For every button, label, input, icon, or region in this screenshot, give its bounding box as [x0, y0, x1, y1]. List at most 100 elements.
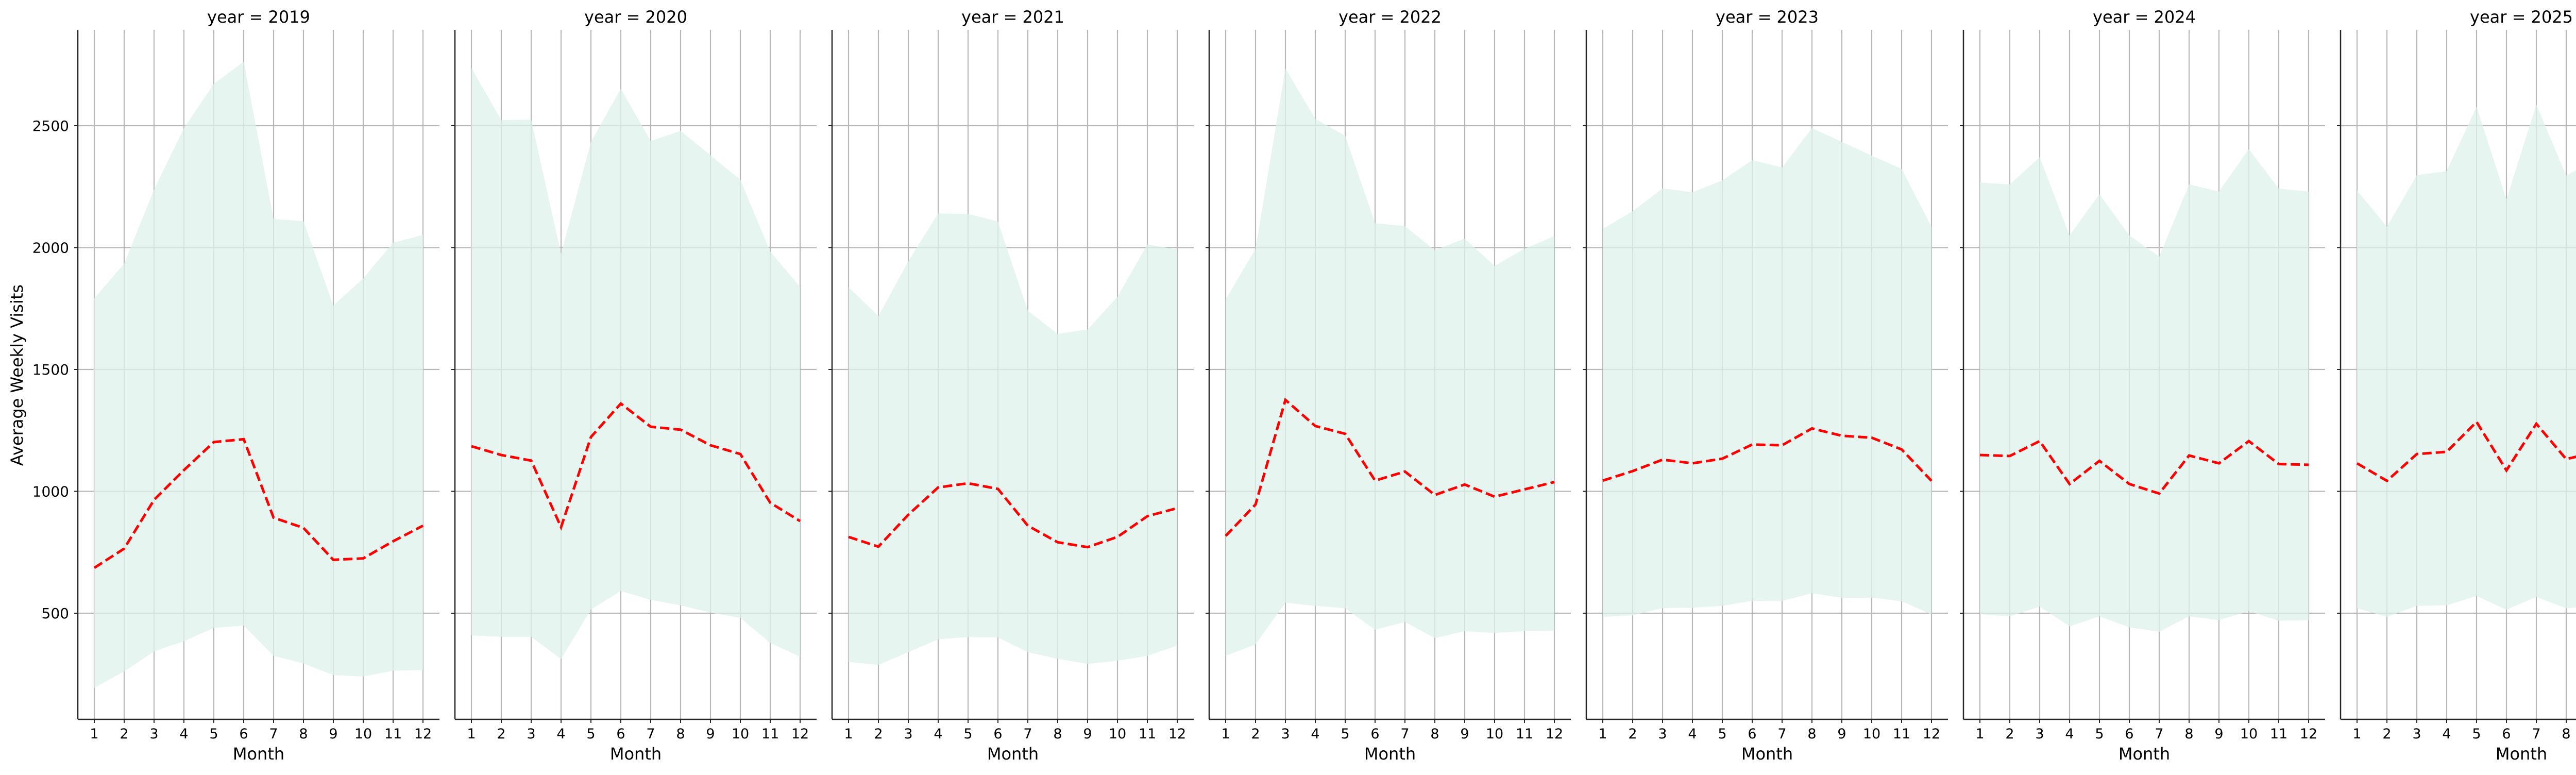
y-tick-label: 1500	[32, 361, 69, 378]
x-tick-label: 3	[1658, 726, 1667, 742]
x-tick-label: 5	[586, 726, 595, 742]
x-tick-label: 1	[1975, 726, 1984, 742]
x-axis-label: Month	[2496, 744, 2547, 764]
y-tick-label: 2500	[32, 117, 69, 134]
x-tick-label: 11	[1893, 726, 1910, 742]
x-tick-label: 6	[2502, 726, 2511, 742]
median-line	[2356, 419, 2576, 483]
x-tick-label: 11	[384, 726, 402, 742]
facet-title: year = 2019	[207, 7, 310, 27]
facet-title: year = 2022	[1338, 7, 1442, 27]
x-tick-label: 11	[1516, 726, 1533, 742]
x-tick-label: 3	[2035, 726, 2044, 742]
x-tick-label: 3	[149, 726, 158, 742]
x-tick-label: 3	[527, 726, 535, 742]
x-tick-label: 8	[1053, 726, 1062, 742]
x-tick-label: 7	[1400, 726, 1409, 742]
percentile-band	[1226, 68, 1554, 656]
x-tick-label: 5	[1341, 726, 1349, 742]
x-tick-label: 6	[239, 726, 248, 742]
x-tick-label: 9	[1083, 726, 1092, 742]
x-tick-label: 9	[2214, 726, 2223, 742]
x-tick-label: 2	[2005, 726, 2014, 742]
x-tick-label: 4	[179, 726, 188, 742]
x-tick-label: 9	[1837, 726, 1846, 742]
x-tick-label: 12	[791, 726, 809, 742]
x-tick-label: 6	[616, 726, 625, 742]
x-tick-label: 7	[1777, 726, 1786, 742]
x-tick-label: 8	[299, 726, 308, 742]
x-tick-label: 1	[90, 726, 98, 742]
x-tick-label: 1	[467, 726, 476, 742]
y-axis-label: Average Weekly Visits	[7, 284, 27, 466]
x-tick-label: 5	[963, 726, 972, 742]
x-tick-label: 6	[993, 726, 1002, 742]
x-tick-label: 1	[1221, 726, 1230, 742]
x-axis-label: Month	[1364, 744, 1416, 764]
x-tick-label: 2	[874, 726, 883, 742]
x-tick-label: 4	[556, 726, 565, 742]
median-line	[848, 482, 1178, 549]
x-tick-label: 10	[1486, 726, 1503, 742]
x-tick-label: 3	[904, 726, 912, 742]
x-tick-label: 6	[1370, 726, 1379, 742]
x-axis-label: Month	[233, 744, 284, 764]
x-tick-label: 4	[1311, 726, 1319, 742]
x-tick-label: 9	[1460, 726, 1469, 742]
median-line	[93, 437, 424, 569]
facet-title: year = 2025	[2470, 7, 2573, 27]
x-tick-label: 7	[2155, 726, 2163, 742]
percentile-band	[849, 213, 1177, 665]
x-tick-label: 11	[2270, 726, 2287, 742]
percentile-band	[1603, 128, 1931, 617]
x-tick-label: 9	[706, 726, 715, 742]
x-tick-label: 5	[209, 726, 218, 742]
x-tick-label: 8	[1807, 726, 1816, 742]
x-tick-label: 12	[1168, 726, 1186, 742]
x-tick-label: 12	[414, 726, 432, 742]
x-tick-label: 7	[1023, 726, 1032, 742]
x-axis-label: Month	[1741, 744, 1793, 764]
x-tick-label: 8	[1430, 726, 1439, 742]
percentile-band	[1980, 149, 2309, 632]
x-axis-label: Month	[987, 744, 1039, 764]
y-tick-label: 1000	[32, 483, 69, 500]
x-tick-label: 2	[1628, 726, 1637, 742]
x-tick-label: 7	[2532, 726, 2540, 742]
x-tick-label: 10	[354, 726, 372, 742]
x-tick-label: 3	[1281, 726, 1290, 742]
x-tick-label: 4	[2065, 726, 2074, 742]
x-tick-label: 10	[732, 726, 749, 742]
x-tick-label: 4	[1688, 726, 1697, 742]
x-tick-label: 1	[1598, 726, 1607, 742]
x-tick-label: 1	[844, 726, 853, 742]
x-tick-label: 2	[120, 726, 128, 742]
facet-title: year = 2021	[961, 7, 1064, 27]
facet-title: year = 2020	[584, 7, 687, 27]
x-tick-label: 8	[2184, 726, 2193, 742]
x-tick-label: 12	[1546, 726, 1563, 742]
x-tick-label: 6	[2125, 726, 2133, 742]
x-tick-label: 7	[269, 726, 278, 742]
x-tick-label: 10	[1109, 726, 1126, 742]
facet-title: year = 2023	[1716, 7, 1819, 27]
x-tick-label: 10	[2240, 726, 2258, 742]
x-axis-label: Month	[2119, 744, 2170, 764]
x-tick-label: 11	[1139, 726, 1156, 742]
x-tick-label: 5	[1718, 726, 1726, 742]
median-line	[1979, 439, 2309, 495]
x-tick-label: 10	[1863, 726, 1880, 742]
x-tick-label: 12	[2300, 726, 2317, 742]
percentile-band	[2357, 104, 2576, 617]
x-tick-label: 2	[2382, 726, 2391, 742]
